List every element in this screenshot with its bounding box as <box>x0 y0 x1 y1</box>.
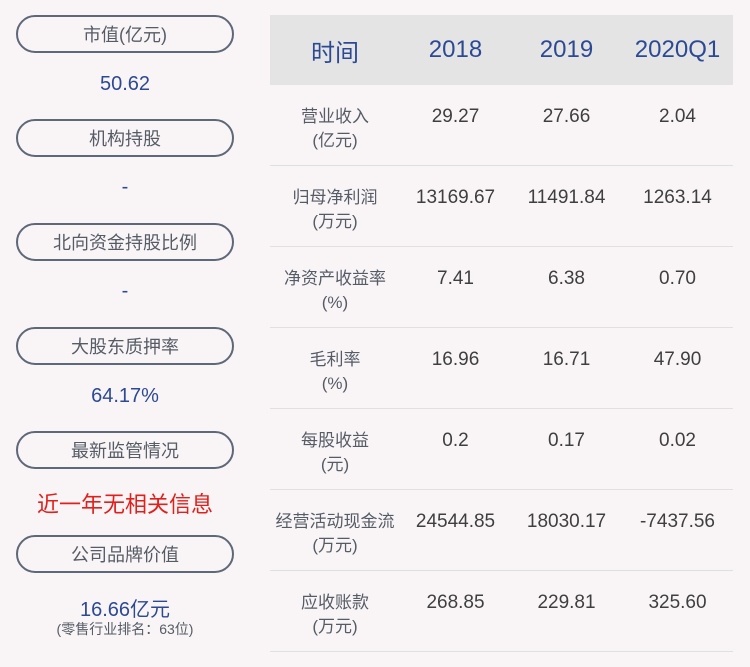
table-row: 净资产收益率 (%) 7.41 6.38 0.70 <box>270 247 733 328</box>
market-cap-label: 市值(亿元) <box>16 15 234 53</box>
cell: 18030.17 <box>526 511 607 532</box>
brand-rank-note: (零售行业排名：63位) <box>56 621 194 637</box>
cell: 0.17 <box>548 430 585 451</box>
row-label: 毛利率 (%) <box>309 350 361 393</box>
table-row: 归母净利润 (万元) 13169.67 11491.84 1263.14 <box>270 166 733 247</box>
header-2018: 2018 <box>428 36 483 63</box>
row-label: 应收账款 (万元) <box>301 593 369 636</box>
institutional-holding-value: - <box>121 176 129 198</box>
regulatory-status-value: 近一年无相关信息 <box>36 492 213 517</box>
northbound-holding-label: 北向资金持股比例 <box>16 223 234 261</box>
row-label: 净资产收益率 (%) <box>284 269 386 312</box>
cell: 27.66 <box>542 106 591 127</box>
financials-table: 时间 2018 2019 2020Q1 营业收入 (亿元) 29.27 27.66… <box>270 15 733 652</box>
cell: 325.60 <box>648 592 707 613</box>
northbound-holding-value: - <box>121 280 129 302</box>
cell: 229.81 <box>537 592 596 613</box>
cell: 2.04 <box>659 106 696 127</box>
regulatory-status-label: 最新监管情况 <box>16 431 234 469</box>
row-label: 营业收入 (亿元) <box>301 107 369 150</box>
header-2020q1: 2020Q1 <box>634 36 721 63</box>
row-label: 经营活动现金流 (万元) <box>275 512 395 555</box>
cell: 0.70 <box>659 268 696 289</box>
cell: 11491.84 <box>527 187 606 208</box>
table-row: 营业收入 (亿元) 29.27 27.66 2.04 <box>270 85 733 166</box>
cell: 7.41 <box>437 268 474 289</box>
cell: 1263.14 <box>643 187 712 208</box>
table-row: 应收账款 (万元) 268.85 229.81 325.60 <box>270 571 733 652</box>
table-row: 每股收益 (元) 0.2 0.17 0.02 <box>270 409 733 490</box>
cell: 0.2 <box>442 430 469 451</box>
cell: 16.96 <box>431 349 480 370</box>
row-label: 归母净利润 (万元) <box>292 188 378 231</box>
cell: 24544.85 <box>415 511 496 532</box>
cell: 16.71 <box>542 349 591 370</box>
cell: 6.38 <box>548 268 585 289</box>
cell: -7437.56 <box>639 511 715 532</box>
cell: 29.27 <box>431 106 480 127</box>
institutional-holding-label: 机构持股 <box>16 119 234 157</box>
cell: 268.85 <box>426 592 485 613</box>
brand-value-value: 16.66亿元 <box>79 599 171 621</box>
market-cap-value: 50.62 <box>99 73 151 95</box>
header-time: 时间 <box>311 39 359 67</box>
table-header: 时间 2018 2019 2020Q1 <box>270 15 733 85</box>
brand-value-label: 公司品牌价值 <box>16 535 234 573</box>
stock-summary-panel: 市值(亿元) 50.62 机构持股 - 北向资金持股比例 - 大股东质押率 64… <box>0 0 250 667</box>
pledge-ratio-value: 64.17% <box>91 385 159 407</box>
table-row: 毛利率 (%) 16.96 16.71 47.90 <box>270 328 733 409</box>
row-label: 每股收益 (元) <box>301 431 369 474</box>
cell: 13169.67 <box>415 187 496 208</box>
cell: 0.02 <box>659 430 696 451</box>
pledge-ratio-label: 大股东质押率 <box>16 327 234 365</box>
table-row: 经营活动现金流 (万元) 24544.85 18030.17 -7437.56 <box>270 490 733 571</box>
cell: 47.90 <box>653 349 702 370</box>
header-2019: 2019 <box>539 36 594 63</box>
